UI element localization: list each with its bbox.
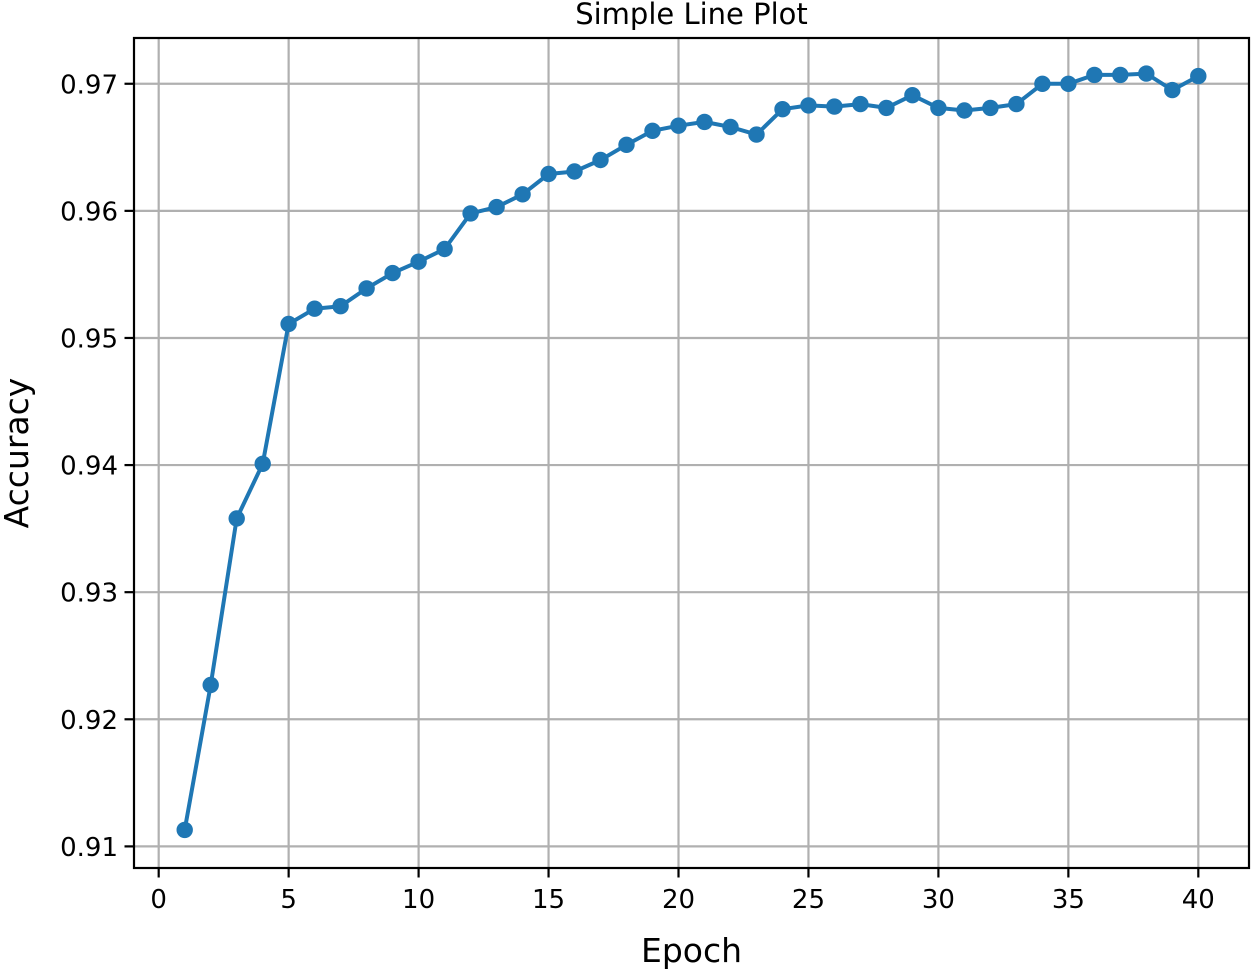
data-point [618, 136, 635, 153]
data-point [670, 117, 687, 134]
plot-series [176, 65, 1207, 839]
data-point [826, 98, 843, 115]
y-axis-label: Accuracy [0, 378, 36, 529]
axis-ticks: 0 5 10 15 20 25 30 35 40 0.91 0.92 0.93 0.94 0.95 0.96… [60, 70, 1215, 915]
data-point [1086, 66, 1103, 84]
data-point [852, 95, 869, 113]
data-point [1190, 67, 1207, 85]
data-point [1138, 65, 1155, 82]
y-tick-label: 0.91 [60, 833, 118, 863]
data-point [410, 253, 427, 270]
y-tick-label: 0.92 [60, 706, 118, 736]
data-point [488, 198, 505, 216]
y-tick-label: 0.97 [60, 70, 118, 100]
x-tick-label: 40 [1182, 885, 1215, 915]
data-point [514, 186, 531, 203]
x-tick-label: 35 [1052, 885, 1085, 915]
data-point [722, 118, 739, 136]
data-point [878, 99, 895, 117]
data-point [904, 87, 921, 104]
data-point [358, 280, 375, 297]
data-point [280, 315, 297, 333]
data-point [748, 126, 765, 143]
data-point [1164, 81, 1181, 99]
data-point [1034, 75, 1051, 93]
x-tick-label: 25 [792, 885, 825, 915]
data-point [384, 264, 401, 282]
data-line [182, 71, 1201, 832]
data-point [774, 101, 791, 118]
data-point [462, 205, 479, 222]
data-point [228, 510, 245, 527]
data-point [306, 300, 323, 317]
x-tick-label: 5 [280, 885, 297, 915]
data-point [540, 165, 557, 183]
data-point [332, 298, 349, 315]
y-tick-label: 0.96 [60, 197, 118, 227]
y-tick-label: 0.95 [60, 324, 118, 354]
data-point [1008, 95, 1025, 113]
data-point [436, 240, 453, 258]
chart-title: Simple Line Plot [575, 0, 808, 31]
data-point [202, 676, 219, 694]
data-point [930, 99, 947, 117]
x-tick-label: 15 [532, 885, 565, 915]
data-point [644, 122, 661, 139]
y-tick-label: 0.94 [60, 452, 118, 482]
y-tick-label: 0.93 [60, 579, 118, 609]
plot-border [132, 36, 1251, 870]
data-point [176, 821, 193, 839]
grid-lines [134, 38, 1249, 868]
data-point [1112, 66, 1129, 84]
x-tick-label: 30 [922, 885, 955, 915]
x-tick-label: 0 [150, 885, 167, 915]
data-point [982, 99, 999, 117]
data-point [1060, 75, 1077, 93]
x-tick-label: 20 [662, 885, 695, 915]
data-point [696, 113, 713, 131]
data-point [592, 151, 609, 169]
data-point [800, 97, 817, 114]
data-point [254, 455, 271, 472]
x-tick-label: 10 [402, 885, 435, 915]
data-point [956, 102, 973, 119]
x-axis-label: Epoch [641, 931, 742, 970]
data-point [566, 163, 583, 180]
